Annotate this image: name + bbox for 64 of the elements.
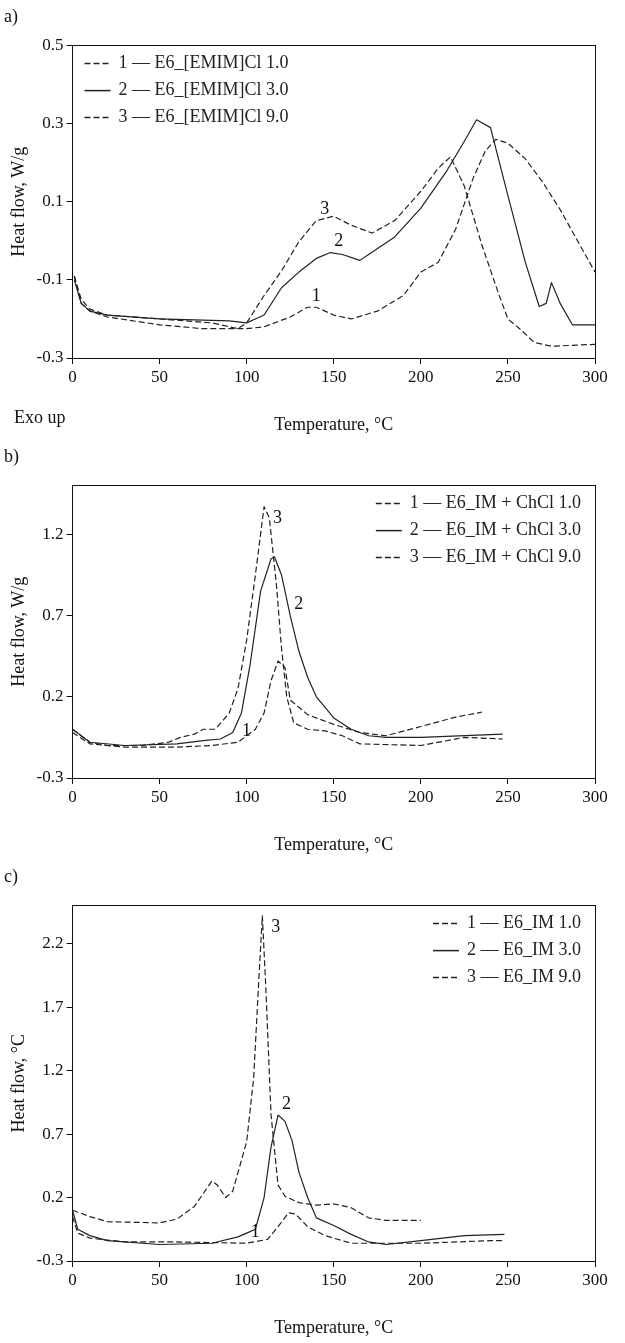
x-tick-label: 200 [408, 786, 434, 806]
x-tick-label: 0 [68, 366, 77, 386]
x-axis-title: Temperature, °C [274, 1316, 394, 1337]
x-tick-label: 50 [151, 1269, 169, 1289]
annotation: 1 [311, 284, 321, 305]
y-tick-label: -0.3 [36, 767, 64, 787]
text: Exo up [14, 406, 66, 427]
legend-label: 1 — E6_[EMIM]Cl 1.0 [118, 52, 289, 73]
x-tick-label: 150 [321, 1269, 347, 1289]
annotation: 3 [320, 198, 330, 219]
chart-title: b) [4, 445, 19, 467]
x-tick-label: 250 [495, 1269, 521, 1289]
y-tick-label: -0.3 [36, 1250, 64, 1270]
x-tick-label: 0 [68, 786, 77, 806]
annotation: 2 [334, 230, 344, 251]
y-tick-label: 1.2 [42, 523, 64, 543]
x-tick-label: 250 [495, 786, 521, 806]
legend-label: 2 — E6_IM 3.0 [467, 939, 582, 960]
x-tick-label: 300 [582, 1269, 608, 1289]
annotation: 1 [250, 1220, 260, 1241]
y-tick-label: 1.7 [42, 996, 65, 1016]
y-tick-label: -0.3 [36, 347, 64, 367]
chart-title: c) [4, 865, 18, 887]
y-tick-label: -0.1 [36, 269, 64, 289]
x-tick-label: 100 [233, 1269, 260, 1289]
x-tick-label: 50 [151, 366, 169, 386]
y-tick-label: 0.5 [42, 35, 64, 55]
chart-title: a) [4, 5, 18, 27]
x-tick-label: 0 [68, 1269, 77, 1289]
x-tick-label: 150 [321, 786, 347, 806]
annotation: 3 [271, 916, 281, 937]
legend-label: 2 — E6_[EMIM]Cl 3.0 [118, 79, 289, 100]
legend-label: 2 — E6_IM + ChCl 3.0 [409, 519, 582, 540]
y-tick-label: 2.2 [42, 933, 64, 953]
y-axis-title: Heat flow, W/g [7, 146, 28, 257]
x-tick-label: 50 [151, 786, 169, 806]
x-tick-label: 250 [495, 366, 521, 386]
x-tick-label: 100 [233, 366, 260, 386]
y-tick-label: 1.2 [42, 1060, 64, 1080]
y-tick-label: 0.3 [42, 113, 64, 133]
x-tick-label: 300 [582, 786, 608, 806]
legend-label: 3 — E6_IM + ChCl 9.0 [409, 546, 582, 567]
x-tick-label: 150 [321, 366, 347, 386]
legend-label: 3 — E6_IM 9.0 [467, 966, 582, 987]
y-tick-label: 0.7 [42, 605, 65, 625]
legend-label: 1 — E6_IM + ChCl 1.0 [409, 492, 582, 513]
y-tick-label: 0.7 [42, 1123, 65, 1143]
annotation: 3 [273, 507, 283, 528]
x-tick-label: 300 [582, 366, 608, 386]
x-tick-label: 200 [408, 1269, 434, 1289]
annotation: 1 [241, 720, 251, 740]
x-axis-title: Temperature, °C [274, 833, 394, 854]
legend-label: 3 — E6_[EMIM]Cl 9.0 [118, 106, 289, 127]
y-tick-label: 0.2 [42, 1187, 64, 1206]
x-tick-label: 100 [233, 786, 260, 806]
y-axis-title: Heat flow, °C [7, 1034, 28, 1133]
x-axis-title: Temperature, °C [274, 413, 394, 434]
annotation: 2 [282, 1092, 292, 1113]
y-tick-label: 0.1 [42, 191, 64, 211]
x-tick-label: 200 [408, 366, 434, 386]
legend-label: 1 — E6_IM 1.0 [467, 912, 582, 933]
y-axis-title: Heat flow, W/g [7, 576, 28, 687]
annotation: 2 [294, 593, 304, 614]
y-tick-label: 0.2 [42, 686, 64, 706]
